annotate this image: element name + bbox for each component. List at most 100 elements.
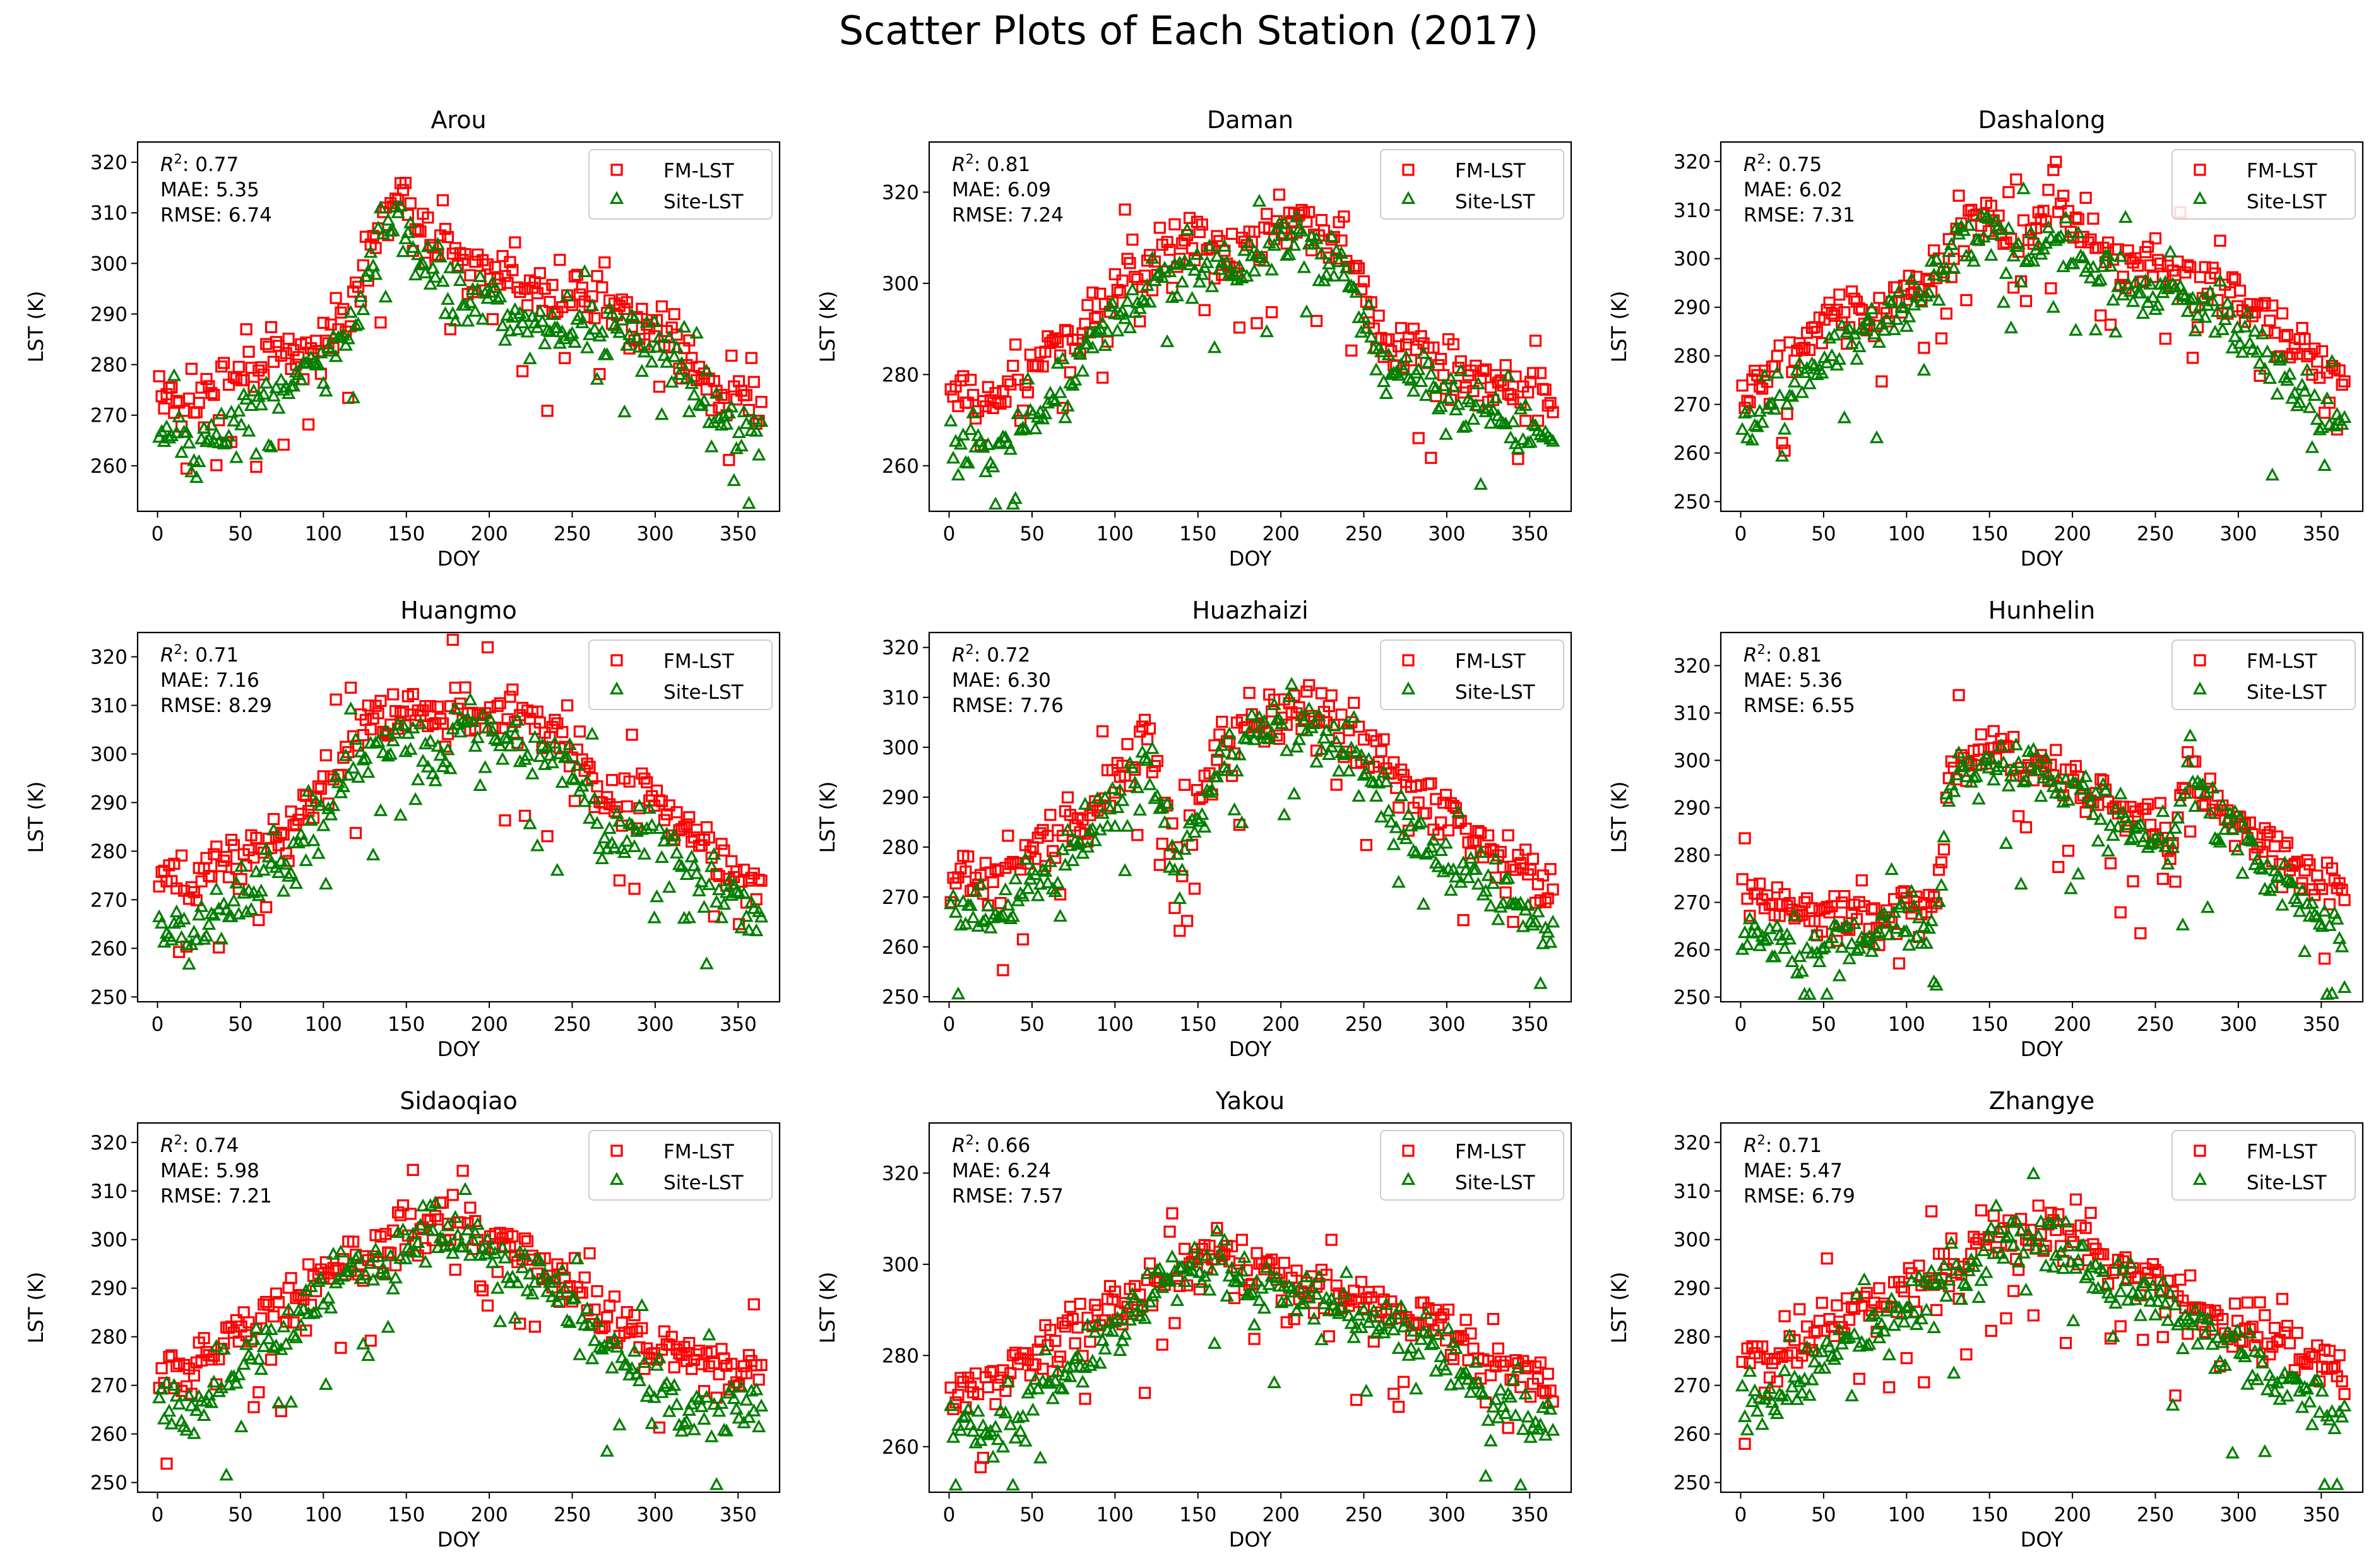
site-lst-point <box>1934 877 1949 891</box>
fm-lst-point <box>2338 1387 2351 1400</box>
site-lst-point <box>2019 1282 2033 1296</box>
fm-lst-point <box>2052 1208 2065 1221</box>
site-lst-point <box>1909 929 1924 942</box>
fm-lst-point <box>1233 819 1246 831</box>
site-lst-point <box>2193 298 2207 312</box>
site-lst-point <box>943 413 958 427</box>
site-lst-point <box>2228 329 2242 342</box>
site-lst-point <box>562 1315 577 1328</box>
site-lst-point <box>309 1304 323 1318</box>
site-lst-point <box>1329 734 1344 748</box>
site-lst-point <box>1929 252 1944 265</box>
site-lst-point <box>428 773 443 787</box>
fm-lst-point <box>1225 1240 1238 1252</box>
legend-fm-label: FM-LST <box>2247 1141 2318 1163</box>
fm-lst-point <box>1497 861 1509 874</box>
site-lst-point <box>1545 914 1560 928</box>
fm-lst-point <box>1457 1333 1470 1346</box>
site-lst-point <box>1185 1263 1199 1276</box>
site-lst-point <box>336 779 351 792</box>
y-axis-label: LST (K) <box>816 1272 840 1344</box>
site-lst-point <box>1966 254 1981 267</box>
site-lst-point <box>2001 1228 2016 1242</box>
site-lst-point <box>1058 410 1072 424</box>
site-lst-point <box>1837 920 1851 933</box>
fm-lst-point <box>1492 849 1504 862</box>
site-lst-point <box>2165 1398 2180 1411</box>
site-lst-point <box>269 1338 283 1351</box>
site-lst-point <box>2076 777 2091 790</box>
site-lst-point <box>652 1350 667 1363</box>
site-lst-point <box>1413 814 1429 828</box>
fm-lst-point <box>330 693 342 706</box>
site-lst-point <box>1416 346 1431 359</box>
fm-lst-point <box>1838 889 1851 903</box>
site-lst-point <box>2260 344 2275 358</box>
site-lst-point <box>1434 399 1448 412</box>
y-tick-label: 300 <box>882 1254 919 1276</box>
fm-lst-point <box>2079 1221 2092 1234</box>
fm-lst-point <box>1905 1267 1918 1280</box>
site-lst-point <box>2041 220 2056 234</box>
site-lst-point <box>229 876 244 889</box>
site-lst-point <box>1822 330 1837 344</box>
site-lst-point <box>1401 1348 1416 1361</box>
site-lst-point <box>1944 237 1959 250</box>
site-lst-point <box>1857 1272 1872 1286</box>
site-lst-point <box>2088 785 2103 799</box>
fm-lst-point <box>2069 211 2082 224</box>
legend-site-label: Site-LST <box>663 1172 744 1194</box>
site-lst-point <box>2161 1313 2175 1326</box>
fm-lst-point <box>1086 286 1099 299</box>
site-lst-point <box>2161 857 2175 870</box>
site-lst-point <box>1942 793 1956 807</box>
site-lst-point <box>1003 442 1018 455</box>
mae-value: MAE: 5.35 <box>160 179 259 201</box>
site-lst-point <box>368 735 383 749</box>
fm-lst-point <box>277 1306 290 1319</box>
site-lst-point <box>343 305 358 318</box>
fm-lst-point <box>571 268 583 282</box>
site-lst-point <box>1013 1423 1028 1437</box>
fm-lst-point <box>2182 259 2194 271</box>
site-lst-point <box>597 1338 612 1351</box>
site-lst-point <box>246 383 261 396</box>
site-lst-point <box>1742 911 1757 925</box>
site-lst-point <box>1334 1300 1349 1313</box>
fm-lst-point <box>404 1208 417 1220</box>
y-tick-label: 280 <box>882 1345 919 1367</box>
site-lst-point <box>1511 897 1526 911</box>
site-lst-point <box>570 757 585 771</box>
site-lst-point <box>976 439 990 453</box>
site-lst-point <box>1815 365 1829 379</box>
site-lst-point <box>316 376 331 389</box>
panel-title: Yakou <box>1215 1087 1285 1115</box>
site-lst-point <box>1872 924 1887 937</box>
site-lst-point <box>1436 378 1451 391</box>
site-lst-point <box>1379 774 1394 788</box>
site-lst-point <box>319 383 333 397</box>
y-tick-label: 290 <box>1673 297 1711 319</box>
legend-site-label: Site-LST <box>1455 681 1536 704</box>
site-lst-point <box>1911 1269 1927 1283</box>
y-axis-label: LST (K) <box>1607 1272 1631 1344</box>
fm-lst-point <box>1534 367 1547 379</box>
fm-lst-point <box>2184 261 2197 273</box>
site-lst-point <box>629 824 644 837</box>
site-lst-point <box>194 899 209 912</box>
site-lst-point <box>1282 247 1297 260</box>
fm-lst-point <box>1942 1280 1955 1293</box>
fm-lst-point <box>1960 1348 1973 1361</box>
site-lst-point <box>1257 1300 1272 1314</box>
site-lst-point <box>747 901 761 914</box>
site-lst-point <box>1483 898 1498 912</box>
fm-lst-point <box>1069 1337 1081 1350</box>
site-lst-point <box>694 874 709 888</box>
fm-lst-point <box>559 352 571 364</box>
site-lst-point <box>2188 799 2202 812</box>
fm-lst-point <box>2042 184 2055 196</box>
site-lst-point <box>1070 344 1085 357</box>
site-lst-point <box>1533 427 1548 441</box>
site-lst-point <box>1284 227 1299 241</box>
